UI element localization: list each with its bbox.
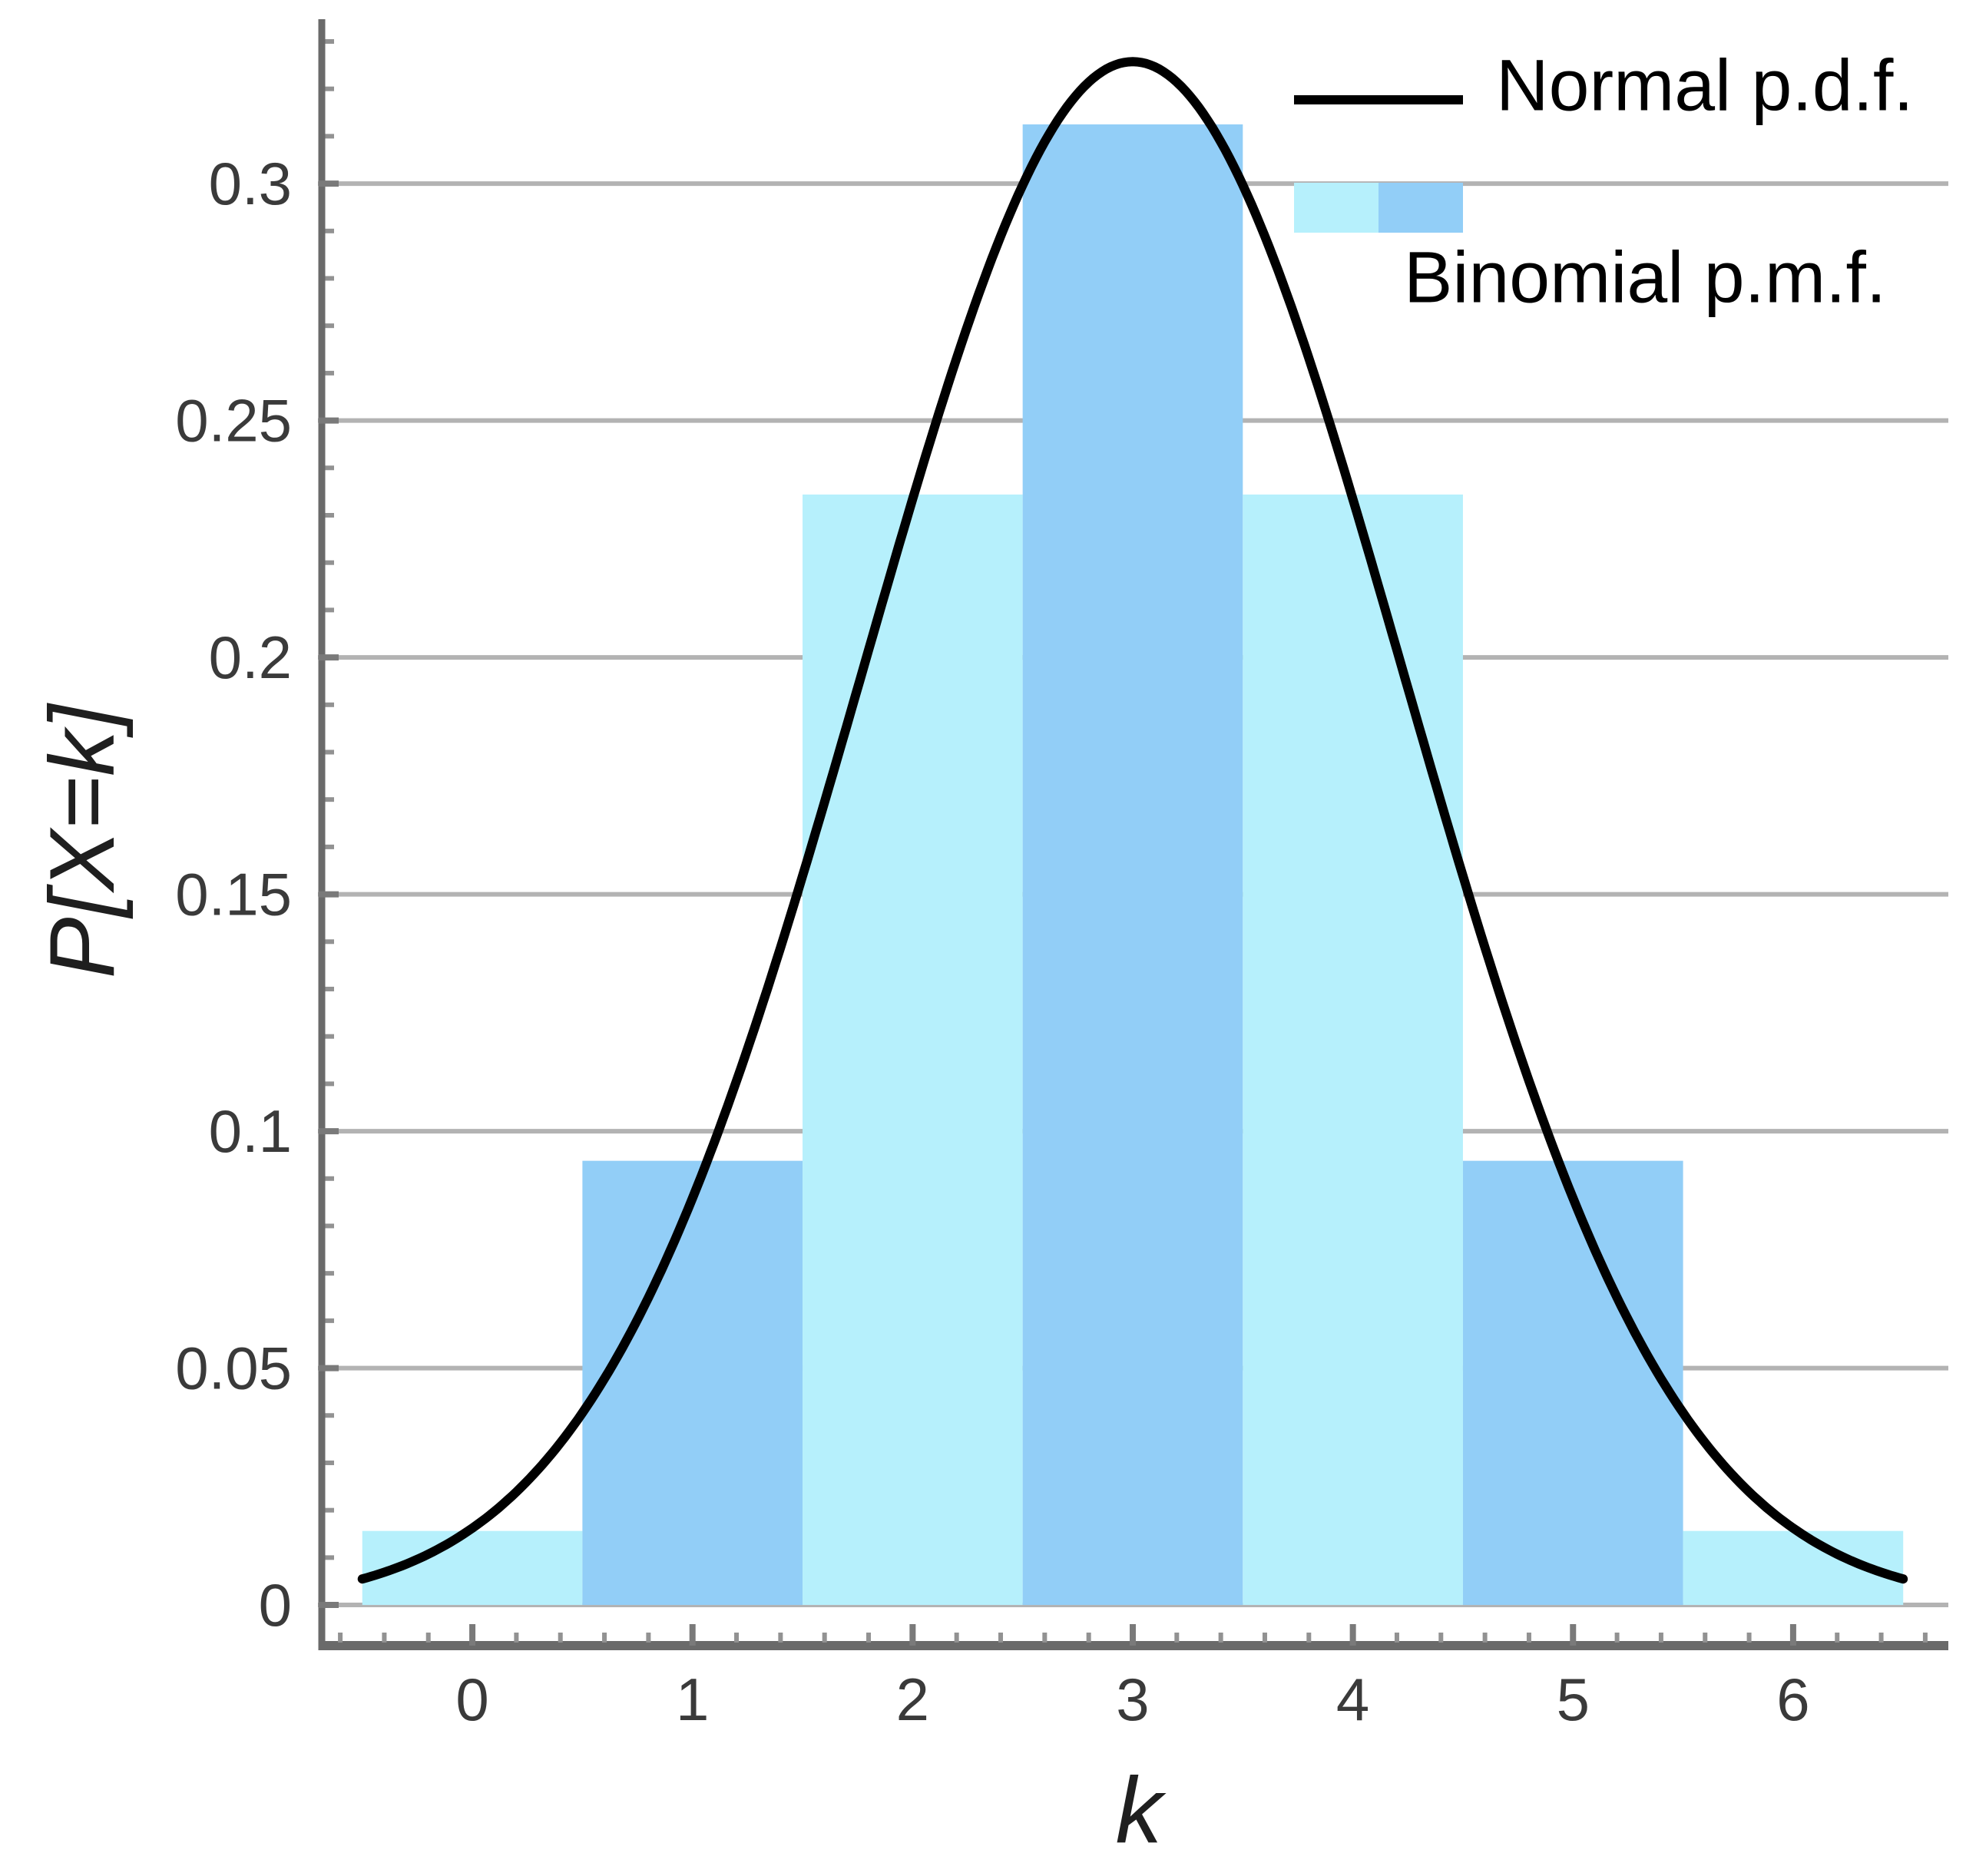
y-tick-label-0.25: 0.25 — [175, 387, 292, 455]
bar-k-3 — [1022, 124, 1243, 1606]
x-tick-label-1: 1 — [676, 1666, 709, 1733]
x-tick-label-5: 5 — [1557, 1666, 1590, 1733]
bar-k-4 — [1243, 494, 1463, 1606]
legend-normal-pdf-label: Normal p.d.f. — [1496, 45, 1914, 127]
legend-swatch-blue — [1379, 183, 1463, 233]
y-tick-label-0.3: 0.3 — [209, 150, 292, 217]
x-tick-label-3: 3 — [1116, 1666, 1149, 1733]
x-tick-label-2: 2 — [896, 1666, 929, 1733]
x-axis-title: k — [1115, 1758, 1163, 1862]
y-axis-title: P[X=k] — [31, 704, 134, 979]
y-tick-label-0.2: 0.2 — [209, 624, 292, 691]
x-tick-label-4: 4 — [1336, 1666, 1369, 1733]
y-tick-label-0.1: 0.1 — [209, 1097, 292, 1165]
normal-pdf-curve — [357, 57, 1908, 1584]
x-tick-label-0: 0 — [455, 1666, 488, 1733]
legend-swatch-light — [1294, 183, 1379, 233]
y-tick-label-0: 0 — [259, 1571, 292, 1639]
bar-k-1 — [582, 1160, 803, 1606]
legend-binomial-pmf-label: Binomial p.m.f. — [1404, 237, 1887, 319]
x-tick-label-6: 6 — [1776, 1666, 1809, 1733]
y-tick-label-0.05: 0.05 — [175, 1335, 292, 1402]
bar-k-2 — [803, 494, 1023, 1606]
y-tick-label-0.15: 0.15 — [175, 861, 292, 928]
bar-k-5 — [1462, 1160, 1683, 1606]
